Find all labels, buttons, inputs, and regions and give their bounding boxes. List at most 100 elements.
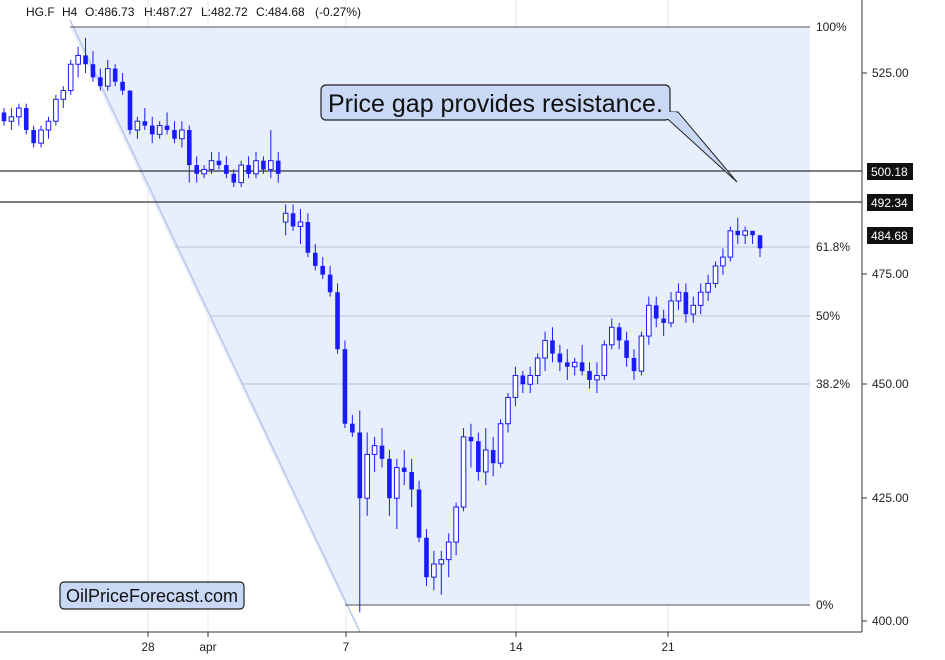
candle-body: [705, 282, 711, 293]
candle-body: [127, 90, 133, 130]
candle-body: [520, 375, 526, 385]
price-tag-484: 484.68: [871, 229, 908, 243]
candle-body: [327, 274, 333, 293]
candle-body: [8, 116, 15, 122]
candle-body: [476, 441, 481, 472]
x-tick-21: 21: [661, 640, 675, 654]
candle-body: [149, 125, 155, 135]
candle-body: [490, 450, 496, 464]
candle-body: [1, 112, 7, 122]
candle-body: [401, 467, 407, 472]
candle-body: [179, 129, 185, 140]
candle-body: [275, 160, 281, 174]
candle-body: [579, 362, 585, 372]
y-tick-400: 400.00: [872, 614, 909, 628]
candle-body: [364, 453, 370, 499]
candle-body: [534, 357, 541, 376]
candle-body: [246, 165, 251, 174]
candle-body: [409, 471, 414, 490]
candle-body: [424, 537, 429, 578]
candle-body: [31, 129, 36, 144]
candle-body: [750, 230, 755, 236]
candle-body: [594, 374, 600, 381]
candle-body: [312, 252, 318, 266]
candle-body: [512, 374, 519, 398]
watermark-box: [59, 581, 245, 610]
candle-body: [104, 68, 111, 87]
ohlc-header: HG.F H4 O:486.73 H:487.27 L:482.72 C:484…: [26, 5, 361, 19]
header-change: (-0.27%): [315, 5, 361, 19]
candle-body: [224, 165, 229, 174]
candles-group: [1, 37, 763, 613]
price-axis: 525.00 475.00 450.00 425.00 400.00 500.1…: [861, 0, 913, 632]
candle-body: [357, 432, 363, 499]
price-gap-callout: Price gap provides resistance.: [320, 84, 738, 183]
candle-body: [460, 436, 467, 508]
fib-label-38-2: 38.2%: [816, 377, 850, 391]
candle-body: [134, 120, 141, 131]
candle-body: [90, 64, 96, 78]
candle-body: [83, 55, 88, 65]
watermark-text: OilPriceForecast.com: [66, 586, 238, 606]
header-close: C:484.68: [256, 5, 305, 19]
candle-body: [253, 160, 259, 175]
candle-body: [45, 120, 52, 131]
header-low: L:482.72: [201, 5, 248, 19]
candle-body: [350, 423, 355, 433]
candle-body: [608, 326, 615, 346]
price-tag-492: 492.34: [871, 196, 908, 210]
candle-body: [290, 213, 296, 227]
y-tick-475: 475.00: [872, 267, 909, 281]
candle-body: [720, 256, 726, 267]
candle-body: [371, 445, 378, 455]
resistance-levels: [0, 170, 862, 203]
callout-box: [320, 84, 671, 121]
candle-body: [268, 160, 274, 170]
header-high: H:487.27: [144, 5, 193, 19]
candle-body: [631, 357, 637, 372]
price-tag-500: 500.18: [871, 165, 908, 179]
callout-text: Price gap provides resistance.: [328, 90, 663, 118]
candle-body: [53, 98, 59, 122]
candle-body: [697, 291, 704, 306]
candle-body: [445, 541, 452, 561]
fib-label-61-8: 61.8%: [816, 240, 850, 254]
candle-body: [282, 212, 289, 223]
candle-body: [587, 371, 592, 380]
candle-body: [394, 467, 400, 499]
x-tick-28: 28: [141, 640, 155, 654]
candle-body: [60, 90, 67, 100]
y-tick-525: 525.00: [872, 66, 909, 80]
candle-body: [201, 168, 207, 175]
candle-body: [120, 81, 125, 91]
candle-body: [416, 489, 422, 538]
candle-body: [387, 458, 392, 499]
candle-body: [646, 304, 652, 337]
candle-body: [305, 222, 311, 253]
candle-body: [112, 68, 118, 82]
candle-body: [335, 292, 340, 350]
watermark: OilPriceForecast.com: [59, 581, 245, 610]
candle-body: [727, 230, 734, 258]
candle-body: [16, 107, 22, 118]
candle-body: [624, 340, 629, 358]
candle-body: [208, 160, 215, 170]
candle-body: [142, 121, 148, 126]
candle-body: [757, 235, 763, 249]
y-tick-425: 425.00: [872, 491, 909, 505]
fib-label-100: 100%: [816, 20, 847, 34]
candle-body: [186, 129, 192, 166]
candle-body: [261, 160, 266, 170]
candle-body: [675, 291, 682, 302]
price-tag-492-bg: [867, 194, 913, 211]
candle-body: [564, 362, 570, 367]
candle-body: [67, 63, 74, 92]
candle-body: [712, 265, 719, 284]
fib-trend-line: [69, 19, 361, 633]
candle-body: [527, 374, 534, 385]
x-tick-7: 7: [343, 640, 350, 654]
candle-body: [231, 173, 237, 183]
candle-body: [542, 339, 548, 359]
candle-body: [668, 300, 674, 324]
